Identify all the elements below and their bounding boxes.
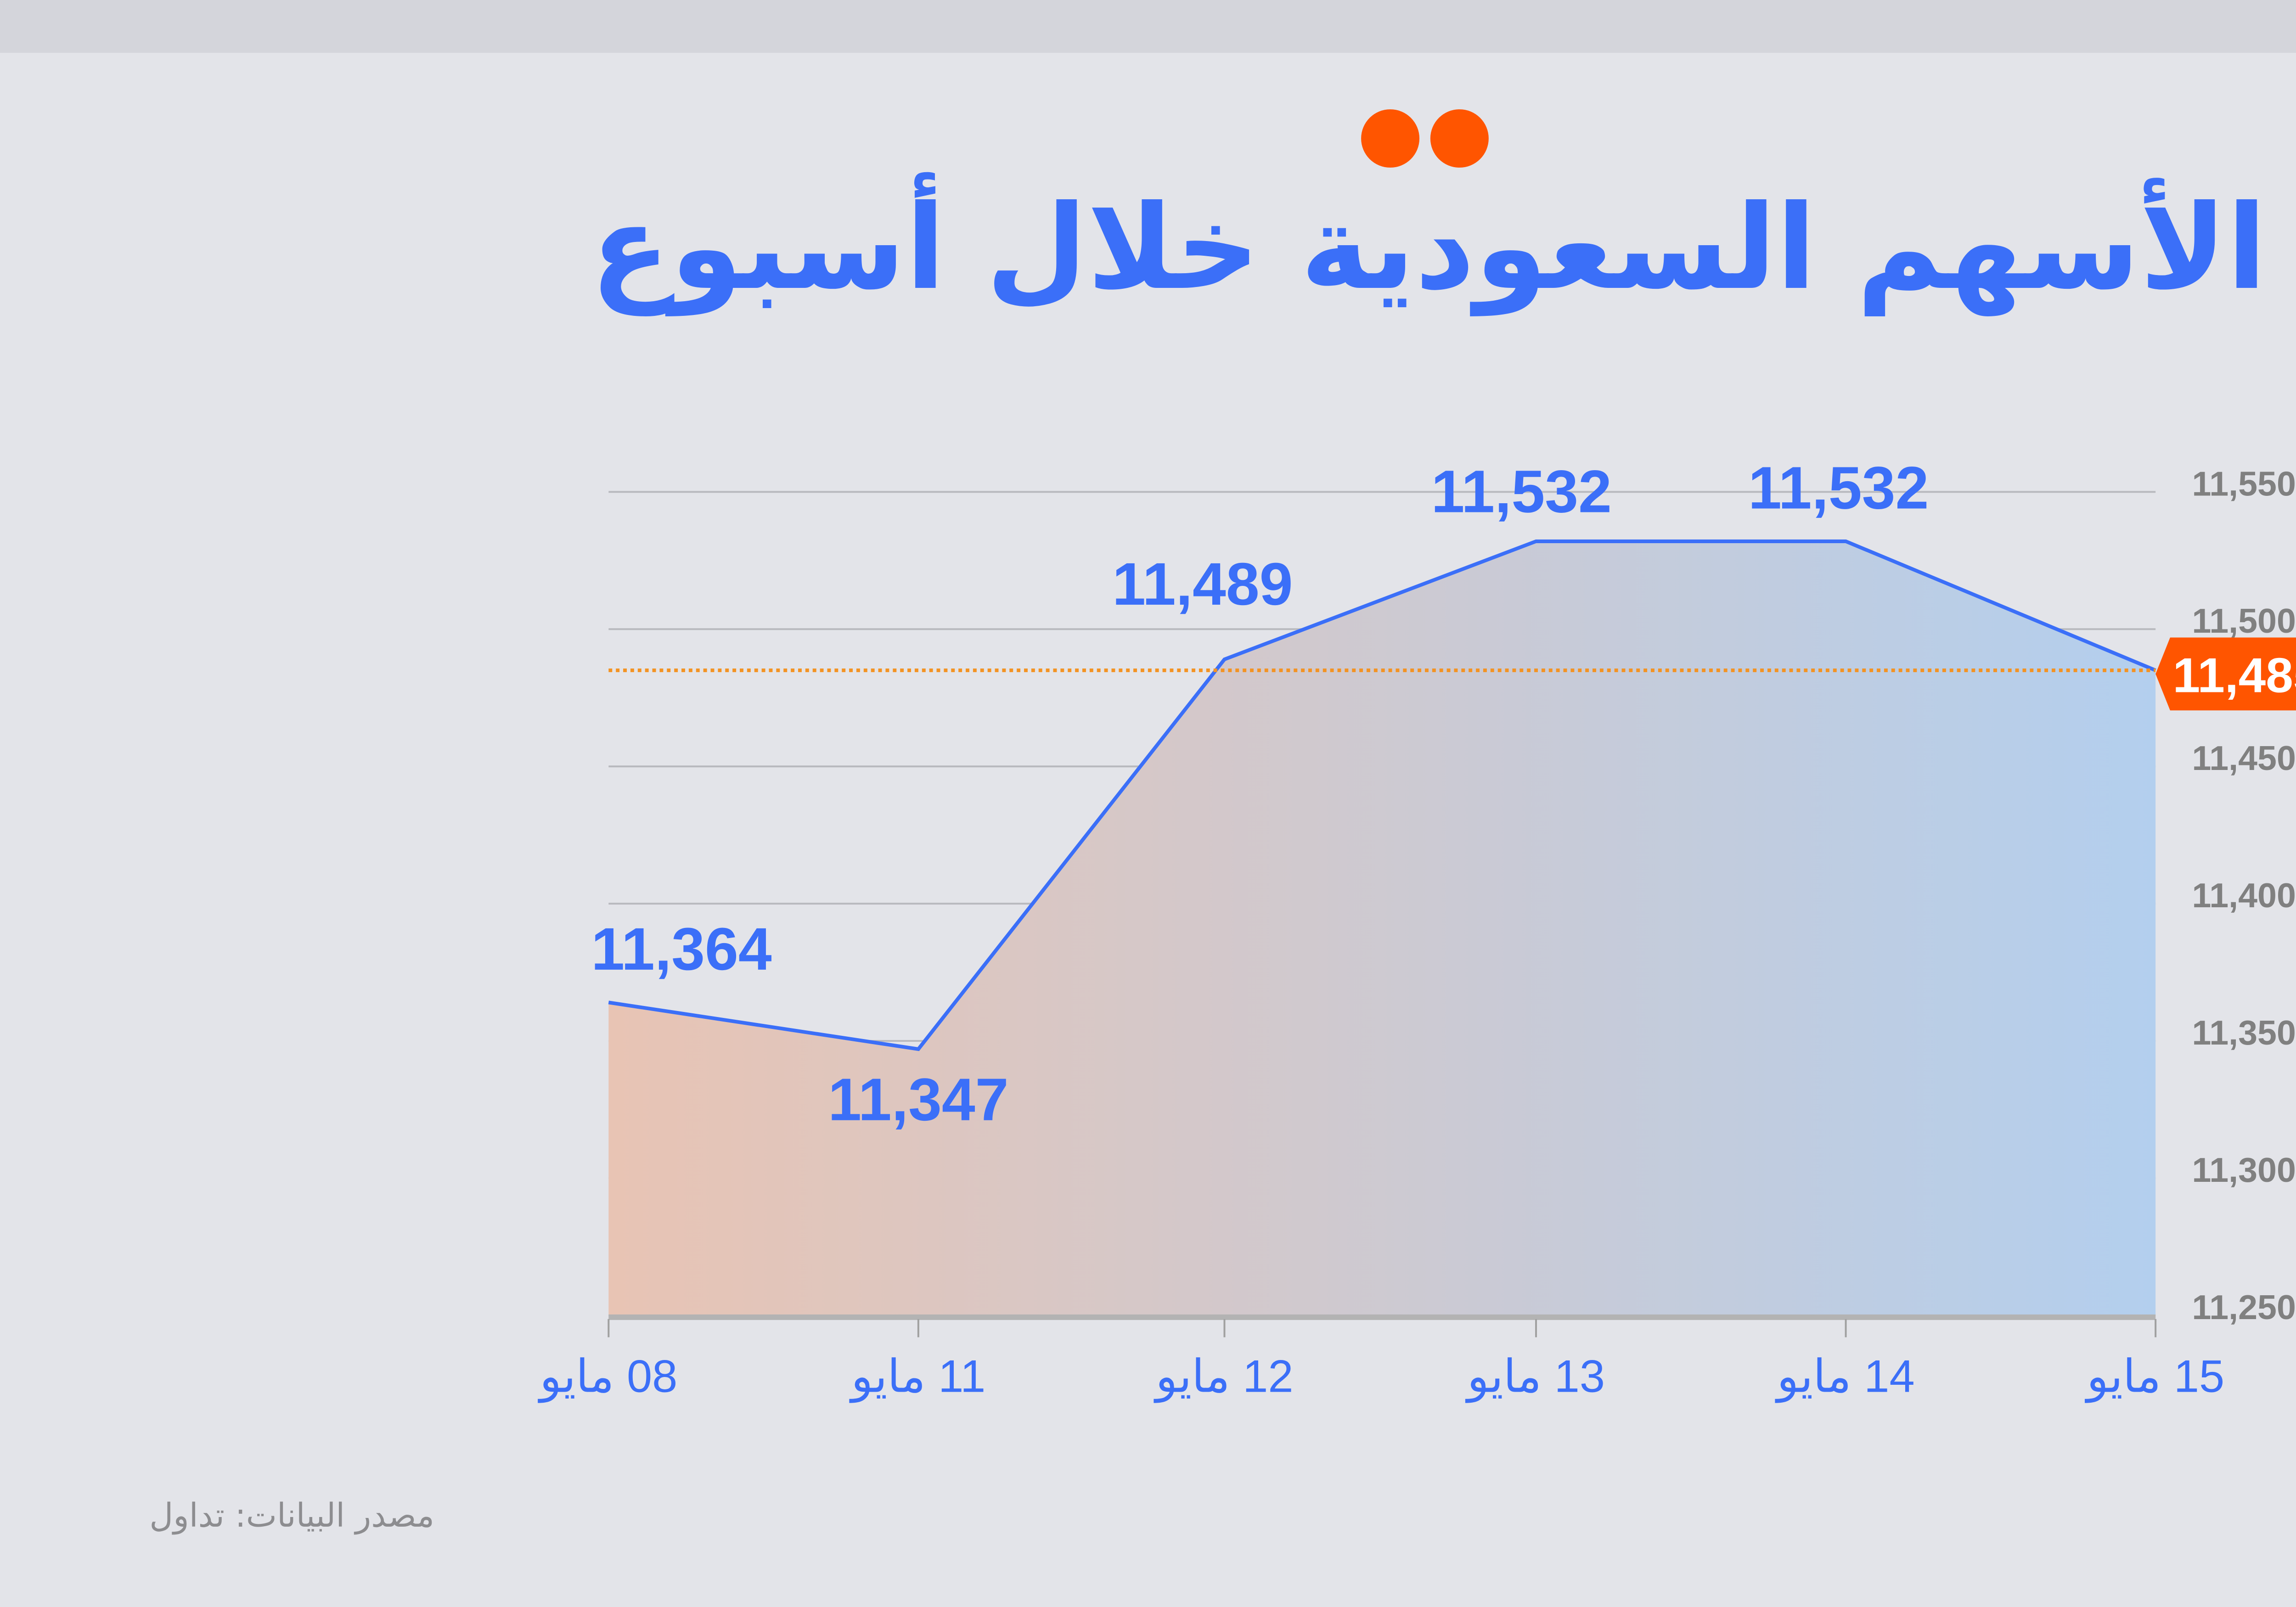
area-fill (608, 541, 2156, 1315)
y-tick-label: 11,350 (2192, 1013, 2296, 1052)
dot-icon (1361, 109, 1420, 168)
data-label: 11,532 (1748, 454, 1929, 522)
y-tick-label: 11,250 (2192, 1288, 2296, 1326)
x-tick-label: 12 مايو (1153, 1351, 1293, 1404)
data-label: 11,347 (828, 1066, 1008, 1133)
current-value-badge: 11,485 (2155, 637, 2296, 711)
data-label: 11,489 (1112, 550, 1293, 618)
x-tick-label: 14 مايو (1775, 1351, 1915, 1404)
data-labels: 11,364 11,347 11,489 11,532 11,532 (591, 454, 1929, 1133)
x-tick-label: 08 مايو (537, 1351, 677, 1404)
y-tick-label: 11,450 (2192, 739, 2296, 777)
chart-title: الأسهم السعودية خلال أسبوع (590, 182, 2267, 317)
y-tick-label: 11,400 (2192, 876, 2296, 915)
data-label: 11,364 (591, 915, 771, 983)
x-tick-label: 13 مايو (1465, 1351, 1605, 1404)
x-axis: 08 مايو 11 مايو 12 مايو 13 مايو 14 مايو 15 ما… (537, 1314, 2224, 1404)
data-label: 11,532 (1431, 457, 1612, 525)
y-tick-label: 11,550 (2192, 464, 2296, 503)
brand-dots-icon (1361, 109, 1489, 168)
top-bar (0, 0, 2296, 53)
current-value-label: 11,485 (2173, 648, 2296, 703)
x-tick-label: 11 مايو (849, 1351, 986, 1404)
y-axis: 11,550 11,500 11,450 11,400 11,350 11,300 11,2… (2192, 464, 2296, 1326)
y-tick-label: 11,500 (2192, 601, 2296, 640)
y-tick-label: 11,300 (2192, 1151, 2296, 1189)
data-source: مصدر البيانات: تداول (149, 1497, 434, 1536)
badge-shape (2155, 637, 2296, 711)
price-line (608, 539, 2156, 1051)
dot-icon (1430, 109, 1489, 168)
x-tick-label: 15 مايو (2084, 1351, 2224, 1404)
